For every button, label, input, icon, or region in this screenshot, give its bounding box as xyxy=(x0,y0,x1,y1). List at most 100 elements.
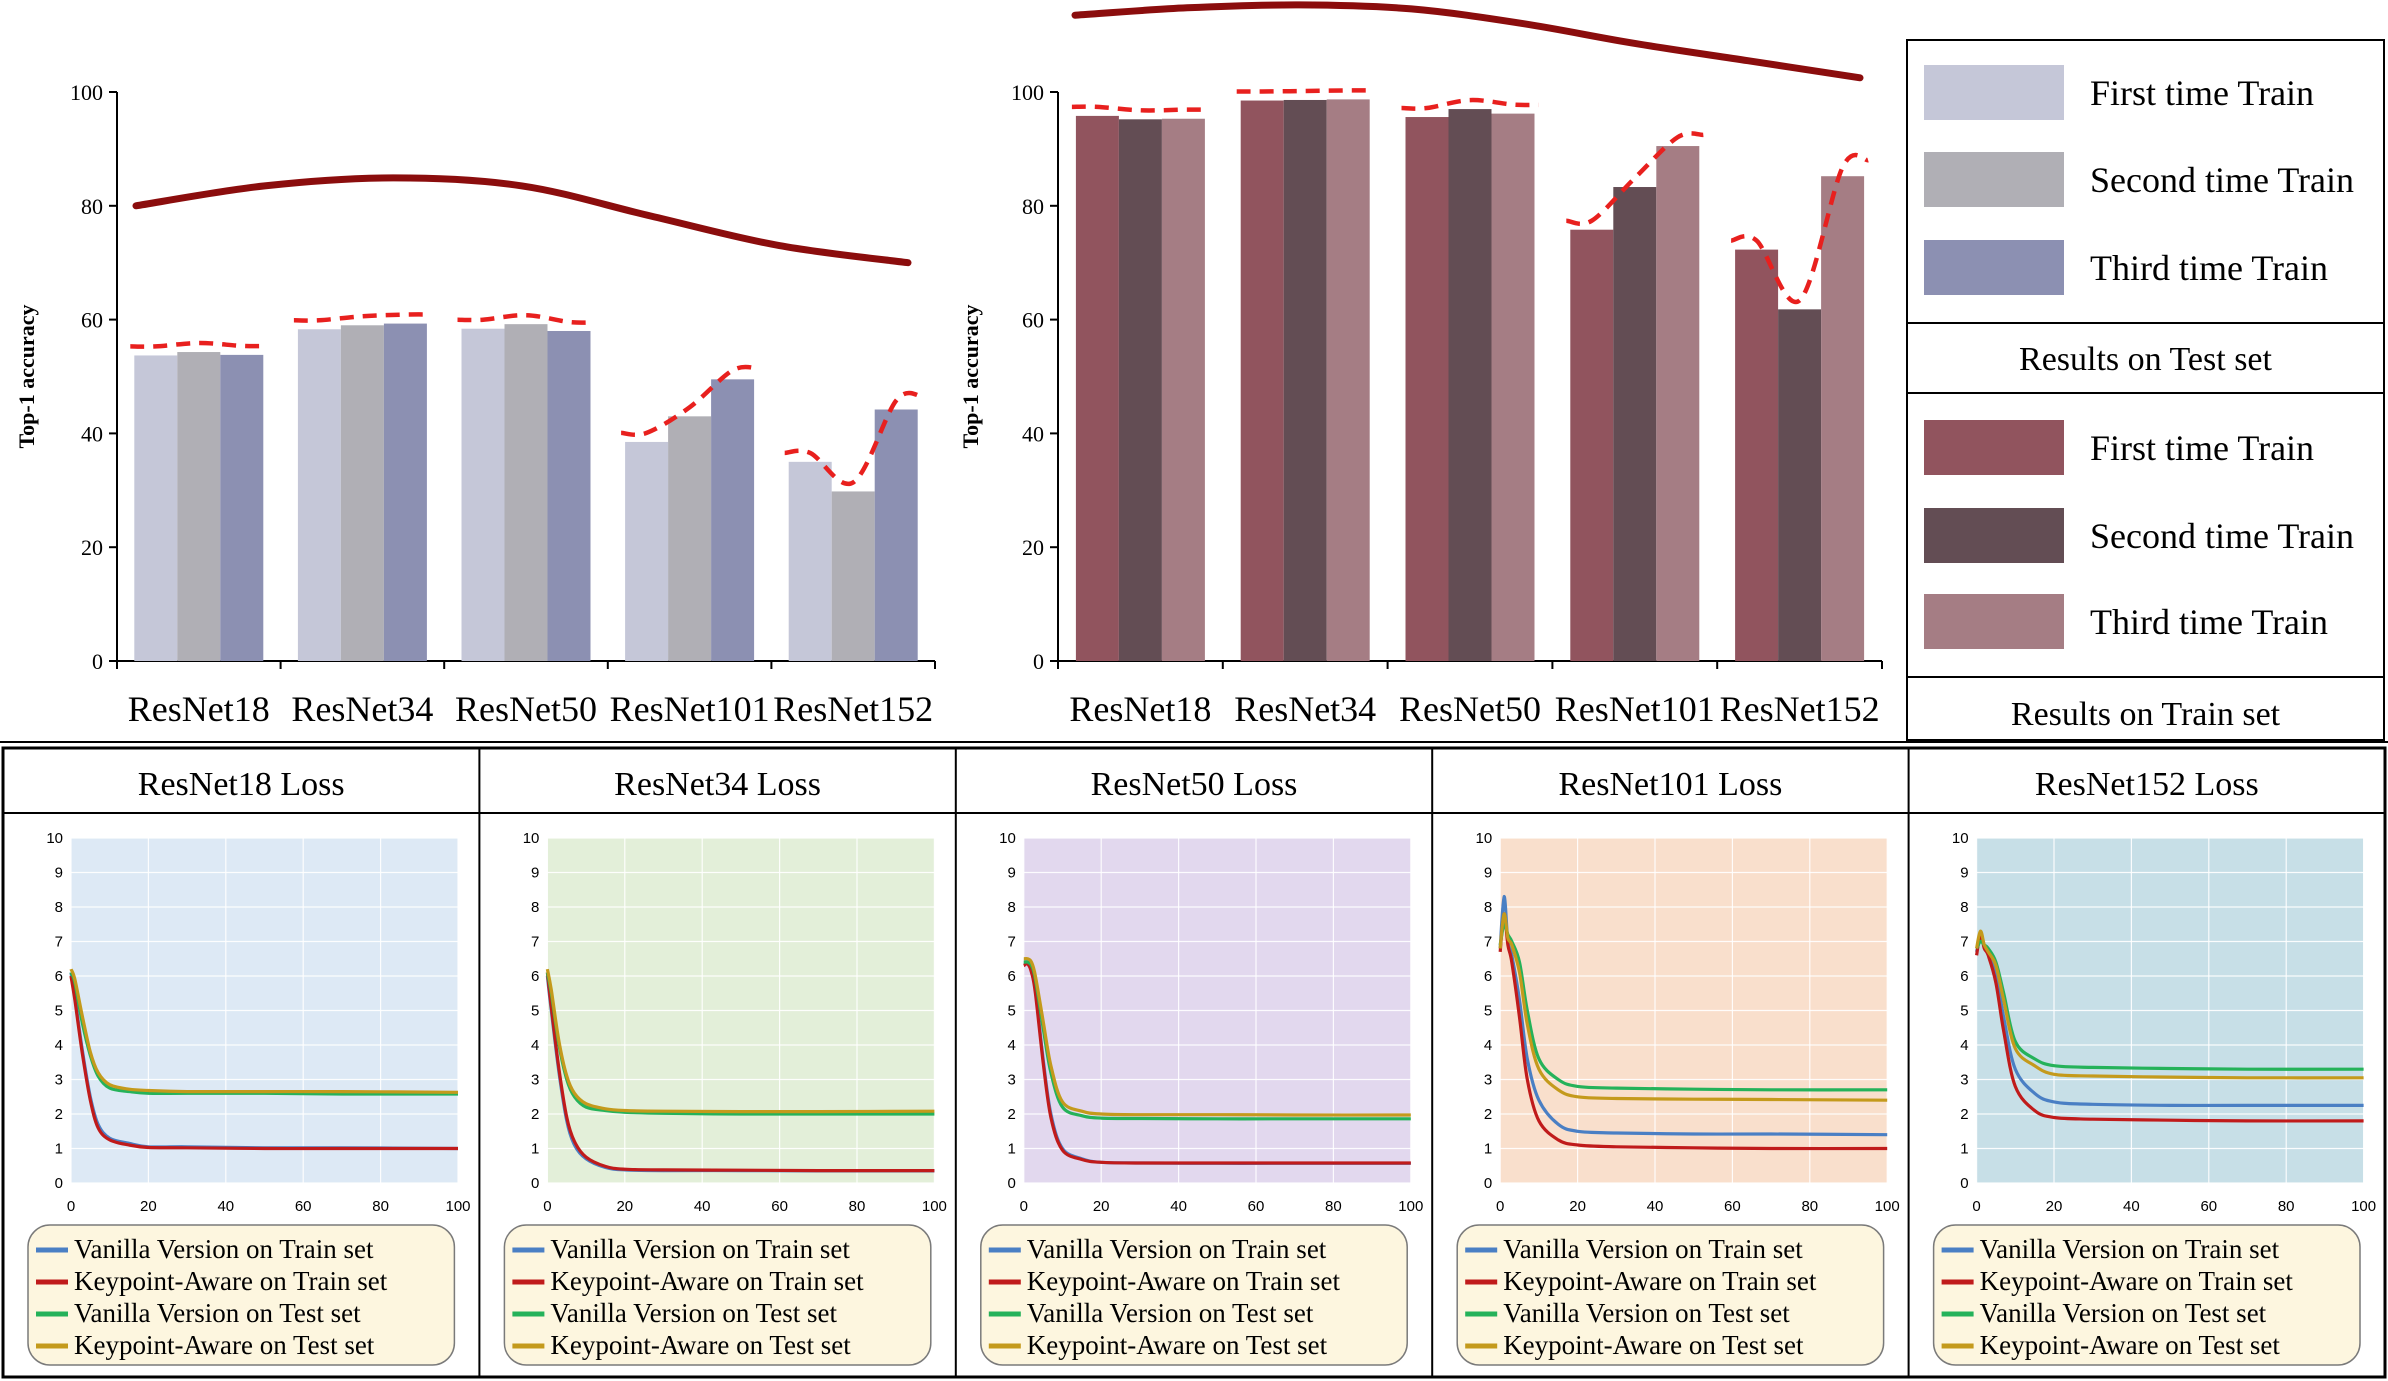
y-tick-label: 2 xyxy=(1007,1106,1015,1123)
y-tick-label: 9 xyxy=(531,865,539,882)
x-tick-label: 0 xyxy=(67,1198,75,1215)
bar xyxy=(547,330,591,661)
y-tick-label: 3 xyxy=(1484,1072,1492,1089)
y-tick-label: 0 xyxy=(92,649,103,674)
category-label: ResNet18 xyxy=(1069,689,1211,729)
bar xyxy=(1075,115,1119,661)
bar xyxy=(1821,176,1865,661)
y-tick-label: 0 xyxy=(1033,649,1044,674)
bar xyxy=(177,352,221,661)
y-tick-label: 5 xyxy=(531,1003,539,1020)
loss-legend-label: Vanilla Version on Test set xyxy=(1503,1298,1790,1328)
category-label: ResNet101 xyxy=(1555,689,1715,729)
dashed-trend-curve xyxy=(130,340,268,349)
loss-legend-label: Keypoint-Aware on Test set xyxy=(74,1330,375,1360)
y-axis-label: Top-1 accuracy xyxy=(14,304,39,448)
y-tick-label: 100 xyxy=(70,80,103,105)
x-tick-label: 60 xyxy=(1248,1198,1265,1215)
y-tick-label: 9 xyxy=(55,865,63,882)
loss-legend-label: Vanilla Version on Train set xyxy=(550,1234,850,1264)
bar xyxy=(1405,117,1449,661)
x-tick-label: 60 xyxy=(771,1198,788,1215)
y-tick-label: 80 xyxy=(1022,194,1044,219)
x-tick-label: 0 xyxy=(543,1198,551,1215)
legend-label: Second time Train xyxy=(2090,160,2354,200)
category-label: ResNet152 xyxy=(1720,689,1880,729)
dashed-trend-curve xyxy=(1071,104,1209,113)
x-tick-label: 100 xyxy=(922,1198,947,1215)
legend-swatch xyxy=(1924,152,2064,207)
loss-legend-box xyxy=(980,1224,1408,1366)
y-tick-label: 0 xyxy=(55,1175,63,1192)
bar xyxy=(1735,249,1779,661)
bar xyxy=(831,491,875,661)
y-tick-label: 0 xyxy=(531,1175,539,1192)
y-tick-label: 8 xyxy=(55,899,63,916)
x-tick-label: 100 xyxy=(2351,1198,2376,1215)
bar xyxy=(788,461,832,661)
y-tick-label: 10 xyxy=(999,830,1016,847)
y-tick-label: 0 xyxy=(1960,1175,1968,1192)
y-tick-label: 2 xyxy=(531,1106,539,1123)
y-tick-label: 3 xyxy=(55,1072,63,1089)
bar xyxy=(625,441,669,661)
loss-frame xyxy=(1,746,2387,1379)
bar xyxy=(1491,113,1535,661)
loss-legend-label: Vanilla Version on Train set xyxy=(1503,1234,1803,1264)
legend-swatch xyxy=(1924,65,2064,120)
x-tick-label: 100 xyxy=(445,1198,470,1215)
loss-legend-label: Keypoint-Aware on Test set xyxy=(1980,1330,2281,1360)
y-tick-label: 10 xyxy=(523,830,540,847)
x-tick-label: 40 xyxy=(217,1198,234,1215)
bar xyxy=(1118,119,1162,661)
loss-series-line xyxy=(545,968,935,1114)
y-tick-label: 4 xyxy=(531,1037,539,1054)
dashed-trend-curve xyxy=(1236,88,1374,94)
category-label: ResNet34 xyxy=(1234,689,1376,729)
loss-legend-label: Keypoint-Aware on Test set xyxy=(550,1330,851,1360)
y-tick-label: 6 xyxy=(531,968,539,985)
legend-panel: First time Train Second time Train Third t… xyxy=(1906,39,2385,741)
y-tick-label: 1 xyxy=(55,1141,63,1158)
y-tick-label: 10 xyxy=(1952,830,1969,847)
loss-legend-label: Vanilla Version on Train set xyxy=(1027,1234,1327,1264)
y-tick-label: 9 xyxy=(1960,865,1968,882)
bar xyxy=(711,379,755,661)
loss-series-line xyxy=(69,968,459,1094)
y-tick-label: 6 xyxy=(1960,968,1968,985)
loss-legend-label: Keypoint-Aware on Test set xyxy=(1027,1330,1328,1360)
y-tick-label: 9 xyxy=(1007,865,1015,882)
legend-label: Third time Train xyxy=(2090,248,2328,288)
category-label: ResNet50 xyxy=(455,689,597,729)
y-tick-label: 4 xyxy=(55,1037,63,1054)
dashed-trend-curve xyxy=(784,390,923,487)
loss-series-line xyxy=(1975,929,2364,1080)
y-tick-label: 7 xyxy=(1484,934,1492,951)
loss-legend-label: Keypoint-Aware on Train set xyxy=(1980,1266,2294,1296)
loss-legend-label: Keypoint-Aware on Train set xyxy=(74,1266,388,1296)
bar-chart-train: 0 20 40 60 80 100 Top-1 accuracy ResNet18 ResNet… xyxy=(958,1,1883,729)
loss-panel-title: ResNet152 Loss xyxy=(2035,766,2259,803)
bar xyxy=(1656,146,1700,661)
y-tick-label: 20 xyxy=(81,535,103,560)
bar xyxy=(874,409,918,661)
y-tick-label: 3 xyxy=(1007,1072,1015,1089)
loss-legend-label: Keypoint-Aware on Test set xyxy=(1503,1330,1804,1360)
loss-legend-box xyxy=(503,1224,932,1366)
loss-legend-label: Vanilla Version on Test set xyxy=(74,1298,361,1328)
y-tick-label: 4 xyxy=(1960,1037,1968,1054)
x-tick-label: 40 xyxy=(1647,1198,1664,1215)
y-tick-label: 1 xyxy=(1007,1141,1015,1158)
bar-chart-test: 0 20 40 60 80 100 Top-1 accuracy ResNet18 ResNet… xyxy=(14,80,936,729)
y-tick-label: 60 xyxy=(81,308,103,333)
loss-series-line xyxy=(545,972,935,1173)
bar xyxy=(1283,99,1327,661)
bar xyxy=(504,324,548,661)
bar xyxy=(1240,100,1284,661)
category-label: ResNet50 xyxy=(1399,689,1541,729)
y-tick-label: 4 xyxy=(1007,1037,1015,1054)
loss-legend-label: Keypoint-Aware on Train set xyxy=(1503,1266,1817,1296)
category-label: ResNet34 xyxy=(291,689,433,729)
x-tick-label: 40 xyxy=(2123,1198,2140,1215)
dashed-trend-curve xyxy=(457,312,595,325)
